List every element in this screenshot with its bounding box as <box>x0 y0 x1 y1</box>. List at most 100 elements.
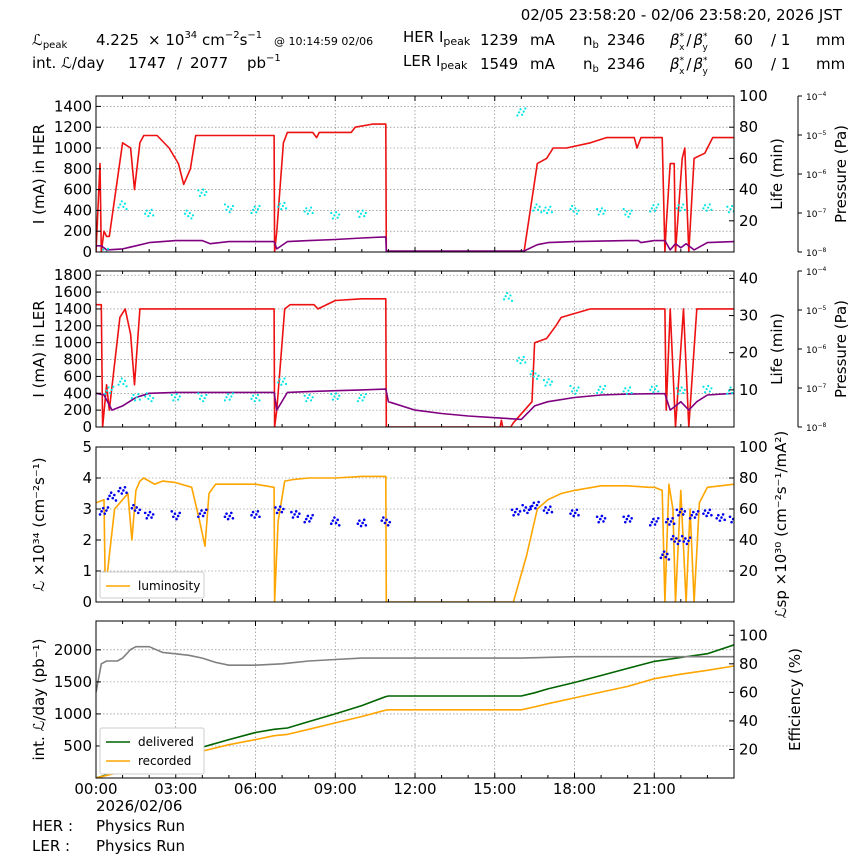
x-tick-label: 09:00 <box>314 780 357 798</box>
pressure-tick-exp: −8 <box>817 422 826 429</box>
life-point <box>303 394 306 397</box>
life-point <box>123 202 127 205</box>
specific_lum-point <box>296 515 300 519</box>
header-ler: LER Ipeak 1549 mA nb 2346 β* x / β* y 60 / 1… <box>403 52 845 77</box>
specific_lum-point <box>718 519 722 522</box>
specific_lum-point <box>648 523 652 527</box>
life-point <box>574 392 577 395</box>
y-tick-label: 3 <box>82 500 92 518</box>
life-point <box>152 214 155 217</box>
life-point <box>595 391 599 395</box>
specific_lum-point <box>671 517 674 520</box>
specific_lum-point <box>304 517 308 521</box>
life-point <box>702 385 705 388</box>
life-point <box>250 211 253 215</box>
life-point <box>205 393 208 397</box>
life-point <box>533 206 536 209</box>
specific_lum-point <box>669 520 673 523</box>
life-point <box>364 211 367 215</box>
y-tick-label: 600 <box>63 181 92 199</box>
life-point <box>200 394 203 397</box>
pressure-tick-base: 10 <box>806 132 818 142</box>
life-point <box>108 391 112 395</box>
life-point <box>309 399 313 402</box>
specific_lum-point <box>138 508 142 512</box>
y-tick-label: 1000 <box>54 705 92 723</box>
y-tick-label: 400 <box>63 201 92 219</box>
series-layer <box>96 644 734 778</box>
life-point <box>144 212 147 215</box>
y-tick-label: 500 <box>63 737 92 755</box>
specific_lum-point <box>623 520 627 524</box>
specific_lum-point <box>569 512 572 515</box>
specific_lum-point <box>705 514 708 518</box>
y-axis-label: I (mA) in LER <box>30 300 48 397</box>
specific_lum-point <box>522 509 526 512</box>
life-point <box>203 193 206 197</box>
specific_lum-point <box>294 510 298 513</box>
specific_lum-point <box>666 517 670 521</box>
y-tick-label: 2 <box>82 531 92 549</box>
pressure-axis-label: Pressure (Pa) <box>832 125 850 223</box>
life-point <box>550 380 554 383</box>
pressure-tick-label: 10−6 <box>806 169 826 181</box>
life-point <box>622 208 625 211</box>
life-point <box>628 212 632 215</box>
life-point <box>119 203 122 206</box>
life-point <box>358 396 361 400</box>
specific_lum-point <box>331 519 335 522</box>
specific_lum-point <box>680 534 684 538</box>
life-point <box>256 393 259 397</box>
life-point <box>185 209 188 212</box>
specific_lum-point <box>720 516 723 519</box>
life-point <box>123 379 127 382</box>
life-point <box>336 397 339 400</box>
life-point <box>544 206 547 209</box>
y-tick-label: 800 <box>63 160 92 178</box>
specific_lum-point <box>535 503 539 507</box>
specific_lum-point <box>256 510 260 513</box>
life-point <box>628 386 632 389</box>
specific_lum-point <box>688 536 692 539</box>
life-point <box>710 208 713 211</box>
specific_lum-point <box>670 537 673 541</box>
specific_lum-point <box>308 520 311 523</box>
life-point <box>519 362 522 365</box>
specific_lum-point <box>280 510 284 514</box>
footer-her-label: HER : <box>32 817 73 835</box>
life-point <box>535 203 538 206</box>
specific_lum-point <box>597 520 600 524</box>
specific_lum-point <box>274 506 277 509</box>
y-tick-label: 200 <box>63 401 92 419</box>
pressure-tick-label: 10−7 <box>806 208 826 220</box>
right-tick-label: 100 <box>739 626 768 644</box>
specific_lum-point <box>380 519 384 522</box>
right-tick-label: 40 <box>739 269 758 287</box>
life-point <box>152 396 155 400</box>
footer-ler-mode: Physics Run <box>96 837 185 855</box>
life-point <box>255 396 258 400</box>
ler-peak-value: 1549 <box>480 55 518 73</box>
ler-beta-label: β* x / β* y <box>669 55 709 77</box>
life-point <box>657 203 660 206</box>
life-point <box>202 188 205 191</box>
specific_lum-point <box>386 523 390 527</box>
life-point <box>600 207 603 210</box>
specific_lum-point <box>254 513 258 516</box>
life-point <box>138 398 141 401</box>
specific_lum-point <box>225 512 228 515</box>
life-point <box>678 209 682 212</box>
life-point <box>276 205 280 208</box>
life-point <box>104 254 106 256</box>
life-point <box>150 208 153 211</box>
life-point <box>734 386 736 388</box>
life-point <box>303 210 306 213</box>
life-point <box>278 202 281 205</box>
life-point <box>133 399 137 402</box>
life-point <box>655 384 658 388</box>
specific_lum-point <box>702 512 705 515</box>
life-point <box>336 216 339 219</box>
specific_lum-point <box>625 517 629 521</box>
header-her: HER Ipeak 1239 mA nb 2346 β* x / β* y 60 / 1… <box>403 28 845 53</box>
recorded-line <box>96 665 734 778</box>
